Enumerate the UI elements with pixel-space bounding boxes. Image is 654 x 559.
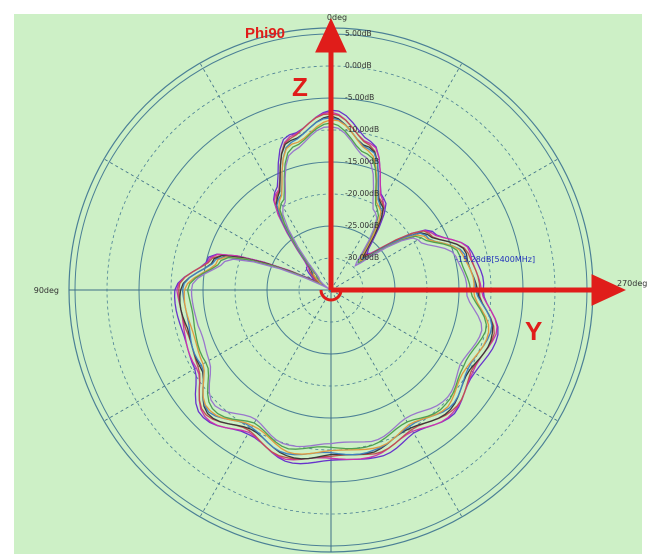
- minor-spoke: [330, 62, 463, 291]
- radial-tick-label: -20.00dB: [345, 189, 379, 198]
- radial-tick-label: -15.00dB: [345, 157, 379, 166]
- minor-spoke: [199, 289, 332, 518]
- radial-tick-label: -25.00dB: [345, 221, 379, 230]
- minor-spoke: [330, 289, 559, 422]
- minor-spoke: [103, 289, 332, 422]
- angle-label: 0deg: [327, 13, 347, 22]
- minor-spoke: [103, 158, 332, 291]
- angle-label: 270deg: [617, 279, 647, 288]
- chart-title: Phi90: [245, 25, 285, 42]
- marker-label: -15.28dB[5400MHz]: [455, 255, 535, 264]
- radial-tick-label: 0.00dB: [345, 61, 372, 70]
- radial-tick-label: 5.00dB: [345, 29, 372, 38]
- origin-marker: [319, 289, 343, 302]
- minor-spoke: [199, 62, 332, 291]
- axis-overlay: [315, 18, 626, 306]
- y-axis-label: Y: [525, 316, 542, 346]
- z-axis-label: Z: [292, 72, 308, 102]
- radial-tick-labels: 5.00dB 0.00dB -5.00dB -10.00dB -15.00dB -20.0…: [345, 29, 379, 262]
- radial-tick-label: -30.00dB: [345, 253, 379, 262]
- radial-tick-label: -5.00dB: [345, 93, 374, 102]
- y-axis-arrow: [331, 274, 626, 306]
- minor-spoke: [330, 158, 559, 291]
- plot-background: [14, 14, 642, 554]
- z-axis-arrow: [315, 18, 347, 290]
- angle-label: 90deg: [34, 286, 59, 295]
- angle-labels: 0deg90deg180deg270deg: [34, 13, 648, 295]
- radial-tick-label: -10.00dB: [345, 125, 379, 134]
- minor-spoke: [330, 289, 463, 518]
